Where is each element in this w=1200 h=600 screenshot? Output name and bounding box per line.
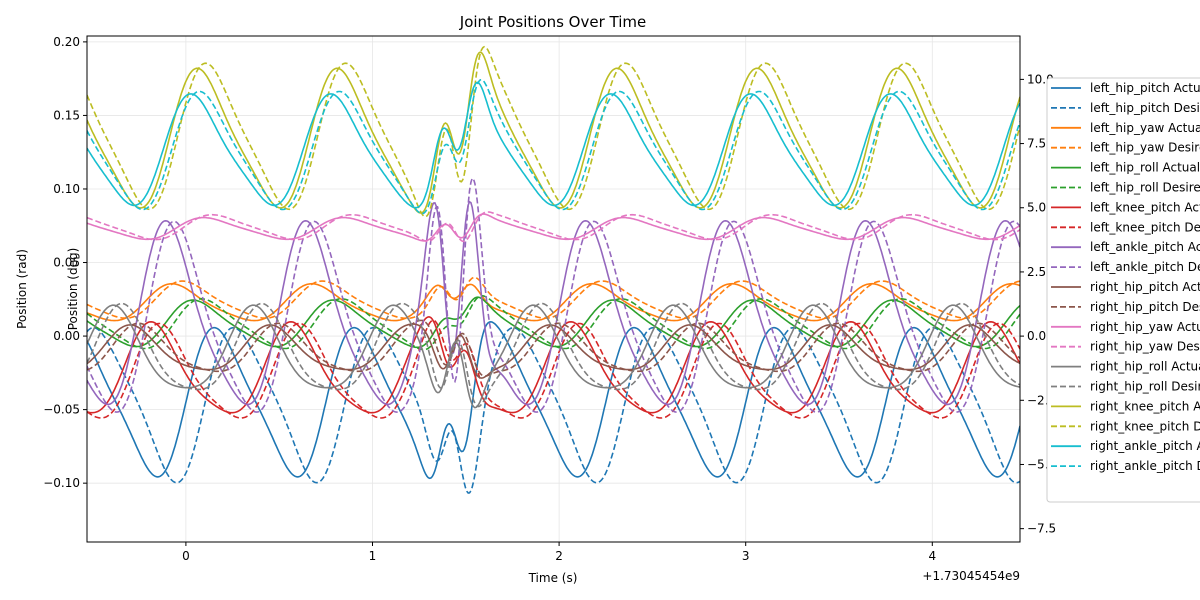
legend-label-8: left_ankle_pitch Actual (1090, 240, 1200, 254)
series-line-3 (87, 276, 1020, 320)
series-line-6 (87, 316, 1020, 414)
chart-title: Joint Positions Over Time (459, 13, 646, 31)
series-line-0 (87, 320, 1020, 480)
legend-label-7: left_knee_pitch Desired (1090, 220, 1200, 234)
plot-frame (86, 35, 1021, 543)
y-right-tick-label: 2.5 (1027, 265, 1046, 279)
series-line-1 (87, 326, 1020, 494)
y-tick-label: −0.10 (43, 476, 80, 490)
legend-label-19: right_ankle_pitch Desired (1090, 459, 1200, 473)
y-axis-label: Position (rad) (15, 249, 29, 329)
y-right-axis-label: Position (deg) (66, 248, 80, 331)
series-line-10 (87, 323, 1020, 379)
legend-label-3: left_hip_yaw Desired (1090, 141, 1200, 155)
series-line-14 (87, 304, 1020, 409)
legend-label-12: right_hip_yaw Actual (1090, 320, 1200, 334)
y-right-tick-label: 7.5 (1027, 137, 1046, 151)
series-line-16 (87, 51, 1020, 214)
y-right-tick-label: 0.0 (1027, 329, 1046, 343)
series-line-15 (87, 302, 1020, 408)
legend: left_hip_pitch Actual left_hip_pitch Desi… (1046, 77, 1200, 503)
x-tick-label: 4 (928, 549, 936, 563)
legend-label-13: right_hip_yaw Desired (1090, 340, 1200, 354)
legend-label-10: right_hip_pitch Actual (1090, 280, 1200, 294)
legend-label-11: right_hip_pitch Desired (1090, 300, 1200, 314)
y-tick-label: 0.05 (53, 256, 80, 270)
y-tick-label: 0.10 (53, 182, 80, 196)
series-line-4 (87, 296, 1020, 349)
series-line-11 (87, 319, 1020, 377)
x-tick-label: 3 (742, 549, 750, 563)
x-axis-label: Time (s) (528, 571, 578, 585)
x-axis-ticks: 0 1 2 3 4 (182, 542, 936, 563)
x-tick-label: 0 (182, 549, 190, 563)
legend-label-17: right_knee_pitch Desired (1090, 419, 1200, 433)
legend-label-15: right_hip_roll Desired (1090, 380, 1200, 394)
y-tick-label: −0.05 (43, 403, 80, 417)
legend-label-0: left_hip_pitch Actual (1090, 81, 1200, 95)
series-line-12 (87, 213, 1020, 242)
series-line-13 (87, 211, 1020, 243)
x-tick-label: 1 (369, 549, 377, 563)
legend-label-1: left_hip_pitch Desired (1090, 101, 1200, 115)
series-line-7 (87, 319, 1020, 419)
legend-label-5: left_hip_roll Desired (1090, 181, 1200, 195)
series-line-8 (87, 200, 1020, 406)
legend-label-9: left_ankle_pitch Desired (1090, 260, 1200, 274)
x-offset-label: +1.73045454e9 (922, 569, 1020, 583)
y-right-tick-label: 5.0 (1027, 201, 1046, 215)
series-line-18 (87, 81, 1020, 209)
x-tick-label: 2 (555, 549, 563, 563)
y-right-tick-label: −7.5 (1027, 522, 1056, 536)
legend-label-4: left_hip_roll Actual (1090, 161, 1200, 175)
grid (87, 36, 1020, 542)
legend-label-16: right_knee_pitch Actual (1090, 399, 1200, 413)
legend-label-6: left_knee_pitch Actual (1090, 200, 1200, 214)
series-line-17 (87, 45, 1020, 218)
legend-label-18: right_ankle_pitch Actual (1090, 439, 1200, 453)
y-tick-label: 0.15 (53, 108, 80, 122)
legend-label-2: left_hip_yaw Actual (1090, 121, 1200, 135)
legend-box (1046, 77, 1200, 503)
y-tick-label: 0.20 (53, 35, 80, 49)
y-axis-ticks: −0.10 −0.05 0.00 0.05 0.10 0.15 0.20 (43, 35, 87, 490)
y-tick-label: 0.00 (53, 329, 80, 343)
series-lines (87, 45, 1020, 494)
legend-label-14: right_hip_roll Actual (1090, 360, 1200, 374)
